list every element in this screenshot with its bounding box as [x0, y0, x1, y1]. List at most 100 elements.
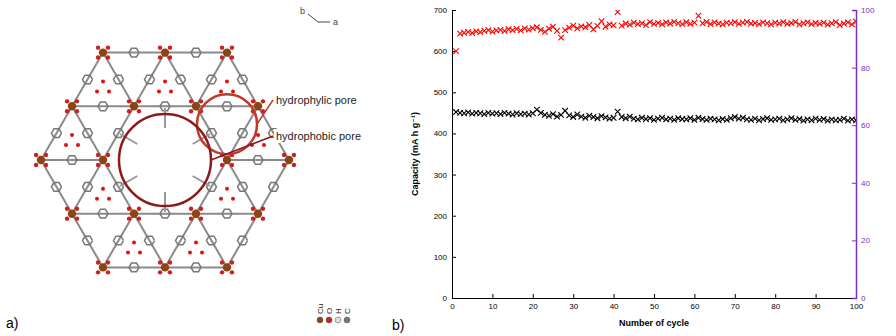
ring: [222, 102, 232, 111]
tick-label: 100: [434, 253, 448, 262]
oxygen-atom: [220, 163, 224, 167]
tick-label: 100: [861, 6, 875, 15]
oxygen-atom: [106, 153, 110, 157]
water: [194, 240, 198, 244]
oxygen-atom: [137, 99, 141, 103]
plot-area: [453, 10, 856, 123]
linker: [72, 105, 134, 107]
data-point: [526, 112, 532, 118]
tick-mark: [452, 133, 456, 134]
tick-mark: [654, 294, 655, 298]
oxygen-atom: [96, 163, 100, 167]
data-point: [578, 114, 584, 120]
data-point: [756, 117, 762, 123]
panel-label: a): [6, 315, 18, 331]
tick-mark: [452, 298, 456, 299]
data-point: [853, 117, 856, 123]
pore-label: hydrophylic pore: [276, 94, 357, 106]
copper-atom: [223, 48, 231, 56]
oxygen-atom: [158, 260, 162, 264]
tick-mark: [452, 216, 456, 217]
oxygen-atom: [75, 216, 79, 220]
oxygen-atom: [96, 153, 100, 157]
linker: [227, 160, 258, 214]
tick-mark: [573, 294, 574, 298]
copper-atom: [161, 48, 169, 56]
oxygen-atom: [75, 99, 79, 103]
legend-atom: [326, 317, 332, 323]
data-point: [752, 20, 758, 26]
data-point: [623, 21, 629, 27]
tick-mark: [452, 92, 456, 93]
pore-label: hydrophobic pore: [276, 130, 361, 142]
data-point: [716, 117, 722, 123]
tick-label: 60: [861, 121, 870, 130]
ring: [176, 236, 186, 245]
label-background: [274, 129, 363, 143]
oxygen-atom: [44, 163, 48, 167]
linker: [165, 214, 196, 268]
oxygen-atom: [168, 55, 172, 59]
oxygen-atom: [251, 99, 255, 103]
data-point: [667, 116, 673, 122]
oxygen-atom: [158, 270, 162, 274]
ring: [191, 48, 201, 57]
copper-atom: [192, 102, 200, 110]
oxygen-atom: [230, 45, 234, 49]
axis-label: a: [333, 17, 338, 27]
oxygen-atom: [106, 55, 110, 59]
tick-label: 80: [771, 302, 780, 311]
copper-atom: [99, 156, 107, 164]
tick-label: 80: [861, 64, 870, 73]
tick: 100: [852, 6, 875, 15]
tick-mark: [533, 294, 534, 298]
oxygen-atom: [96, 55, 100, 59]
ring: [238, 236, 248, 245]
oxygen-atom: [220, 45, 224, 49]
series: [453, 107, 856, 124]
tick: 40: [610, 294, 619, 311]
oxygen-atom: [127, 216, 131, 220]
tick-label: 40: [861, 179, 870, 188]
data-point: [837, 117, 843, 123]
data-point: [712, 20, 718, 26]
tick-mark: [452, 257, 456, 258]
data-point: [785, 117, 791, 123]
oxygen-atom: [282, 163, 286, 167]
tick: 500: [434, 88, 456, 97]
ring: [129, 48, 139, 57]
water: [101, 79, 105, 83]
data-point: [591, 114, 597, 120]
ring: [83, 129, 93, 138]
linker: [103, 266, 165, 268]
water: [95, 197, 99, 201]
data-point: [748, 117, 754, 123]
tick-mark: [852, 125, 856, 126]
tick-mark: [852, 68, 856, 69]
ring: [52, 183, 62, 192]
legend-label: O: [325, 308, 334, 314]
data-point: [692, 20, 698, 26]
tick: 600: [434, 47, 456, 56]
legend-atom: [335, 317, 341, 323]
water: [225, 79, 229, 83]
oxygen-atom: [230, 55, 234, 59]
data-point: [817, 21, 823, 27]
tick-label: 600: [434, 47, 448, 56]
linker: [134, 213, 196, 215]
tick-mark: [492, 294, 493, 298]
tick-label: 90: [812, 302, 821, 311]
water: [95, 89, 99, 93]
tick: 0: [443, 294, 456, 303]
tick: 40: [852, 179, 870, 188]
data-point: [764, 20, 770, 26]
tick-label: 500: [434, 88, 448, 97]
tick: 70: [731, 294, 740, 311]
data-point: [728, 115, 734, 121]
oxygen-atom: [261, 99, 265, 103]
ring: [238, 75, 248, 84]
oxygen-atom: [199, 99, 203, 103]
lattice: [34, 45, 296, 274]
copper-atom: [254, 102, 262, 110]
data-point: [558, 35, 564, 41]
